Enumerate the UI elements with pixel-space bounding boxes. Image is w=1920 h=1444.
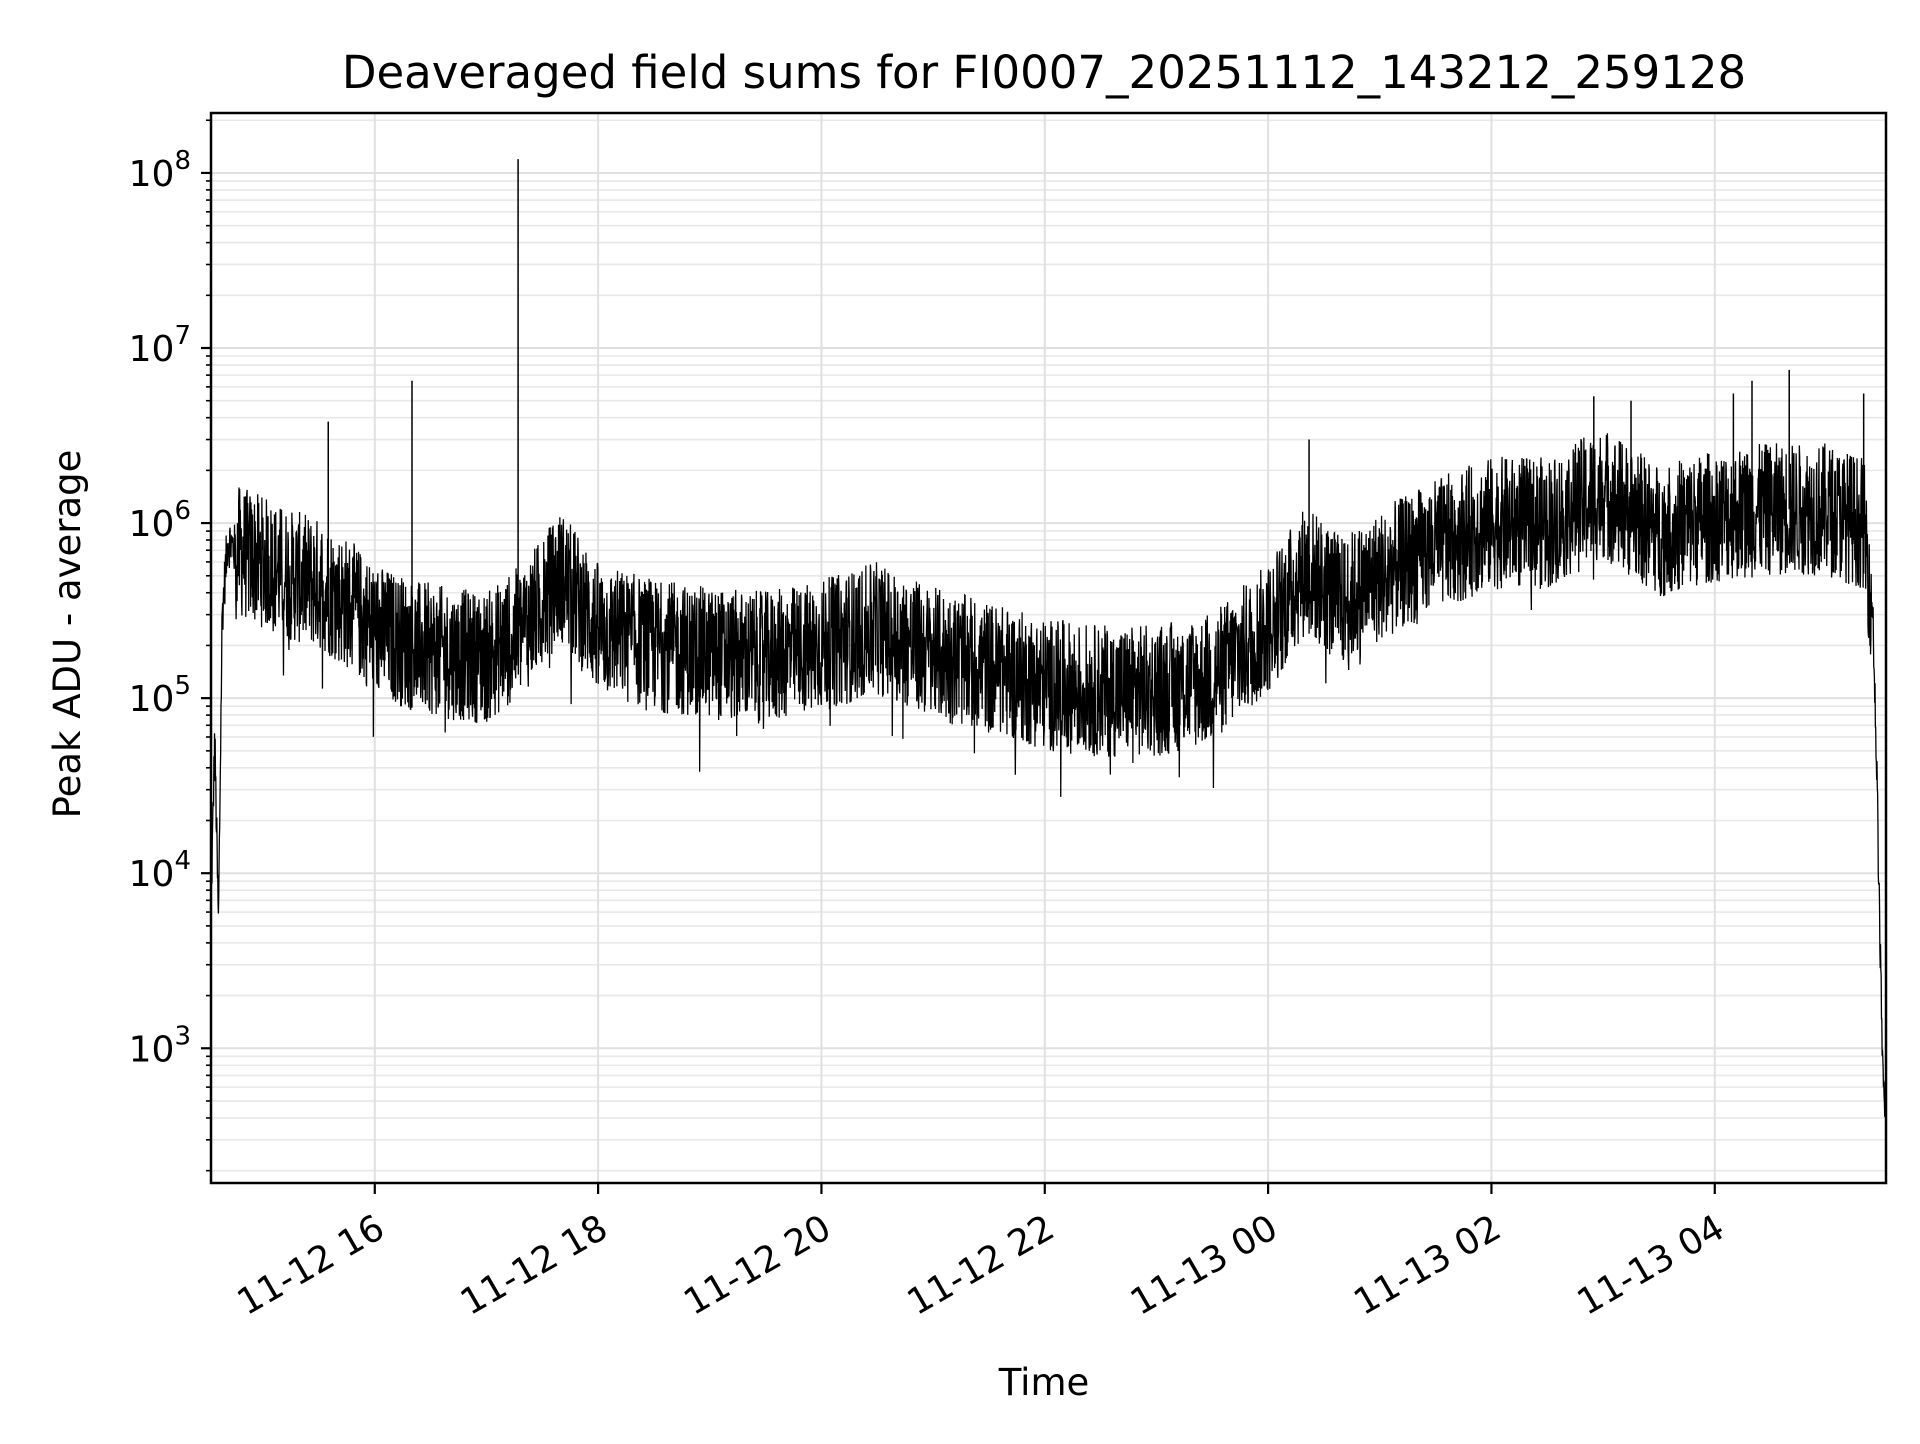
plot-frame xyxy=(209,111,1888,1185)
y-tick-label: 107 xyxy=(129,321,191,370)
y-tick-label: 104 xyxy=(129,846,191,895)
y-axis-label: Peak ADU - average xyxy=(46,450,89,819)
series-line xyxy=(210,433,1887,1117)
series-layer xyxy=(210,159,1887,1117)
chart-title: Deaveraged field sums for FI0007_2025111… xyxy=(342,46,1746,99)
y-tick-label: 103 xyxy=(129,1021,191,1070)
x-axis-label: Time xyxy=(998,1361,1090,1404)
y-tick-label: 106 xyxy=(129,496,191,545)
y-tick-label: 108 xyxy=(129,146,191,195)
y-tick-label: 105 xyxy=(129,671,191,720)
